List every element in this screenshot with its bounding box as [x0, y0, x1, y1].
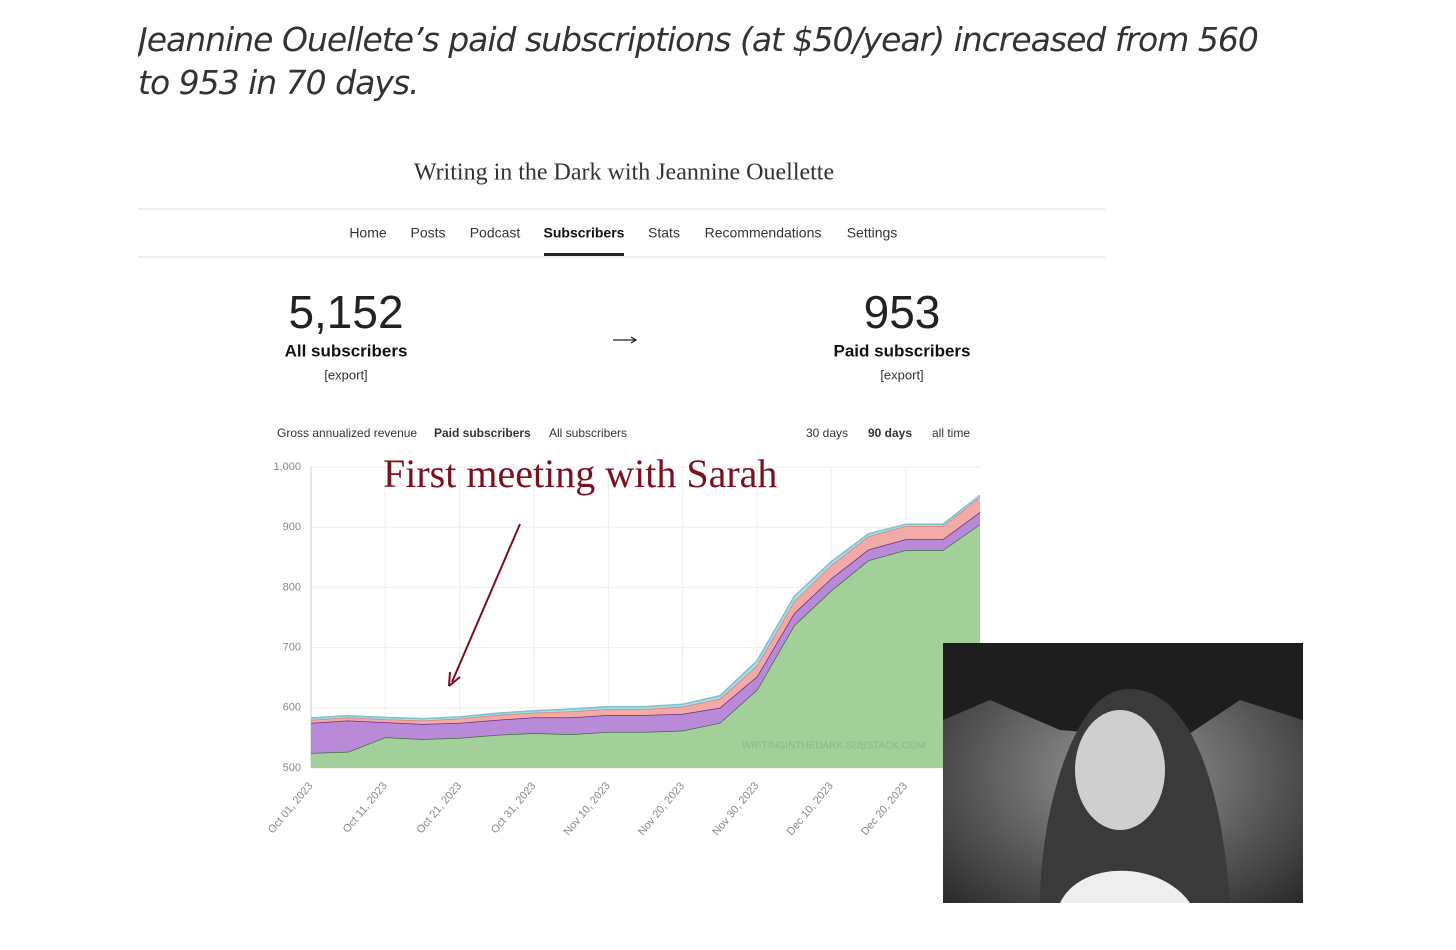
nav-item[interactable]: Recommendations [705, 225, 822, 241]
x-tick-label: Oct 21, 2023 [415, 780, 465, 836]
chart-tab[interactable]: Gross annualized revenue [277, 426, 417, 440]
nav-item[interactable]: Podcast [470, 225, 521, 241]
range-tab[interactable]: 30 days [806, 426, 848, 440]
x-tick-label: Dec 20, 2023 [859, 780, 910, 838]
export-link[interactable]: [export] [880, 367, 923, 382]
x-tick-label: Oct 01, 2023 [266, 780, 316, 836]
photo [943, 643, 1303, 903]
heading: Jeannine Ouellete’s paid subscriptions (… [138, 20, 1259, 102]
x-tick-label: Oct 11, 2023 [341, 780, 390, 835]
heading-box: Jeannine Ouellete’s paid subscriptions (… [138, 20, 1259, 102]
chart-tab[interactable]: Paid subscribers [434, 426, 531, 440]
x-tick-label: Oct 31, 2023 [489, 780, 539, 836]
y-tick-label: 1,000 [273, 461, 301, 473]
x-tick-label: Nov 30, 2023 [710, 780, 761, 838]
x-tick-label: Nov 10, 2023 [562, 780, 613, 838]
nav-item[interactable]: Posts [410, 225, 445, 241]
x-tick-label: Dec 10, 2023 [785, 780, 836, 838]
arrow-icon [613, 336, 638, 344]
y-tick-label: 900 [283, 521, 301, 533]
y-tick-label: 600 [283, 702, 301, 714]
area-edge [310, 494, 981, 720]
stat-number: 953 [864, 286, 941, 338]
nav-item[interactable]: Home [349, 225, 387, 241]
stat-label: All subscribers [285, 341, 408, 360]
nav-item[interactable]: Stats [648, 225, 680, 241]
stat-label: Paid subscribers [833, 341, 970, 360]
area [311, 524, 980, 768]
area [311, 512, 980, 753]
export-link[interactable]: [export] [324, 367, 367, 382]
nav-item[interactable]: Settings [847, 225, 898, 241]
watermark: WRITINGINTHEDARK.SUBSTACK.COM [742, 741, 925, 752]
x-tick-label: Nov 20, 2023 [636, 780, 687, 838]
annotation: First meeting with Sarah [383, 451, 777, 496]
range-tab[interactable]: 90 days [868, 426, 912, 440]
y-tick-label: 500 [283, 762, 301, 774]
chart-tab[interactable]: All subscribers [549, 426, 627, 440]
annotation-arrow [451, 523, 521, 683]
nav-underline [544, 253, 624, 256]
nav-item[interactable]: Subscribers [544, 225, 625, 241]
range-tab[interactable]: all time [932, 426, 970, 440]
y-tick-label: 700 [283, 642, 301, 654]
publication-title: Writing in the Dark with Jeannine Ouelle… [414, 160, 834, 186]
chart: 500 600 700 800 900 1,000 Oct 01, 2023 Oct 11, … [266, 451, 981, 838]
y-tick-label: 800 [283, 581, 301, 593]
annotation-arrowhead [448, 671, 461, 687]
stat-number: 5,152 [288, 286, 403, 338]
